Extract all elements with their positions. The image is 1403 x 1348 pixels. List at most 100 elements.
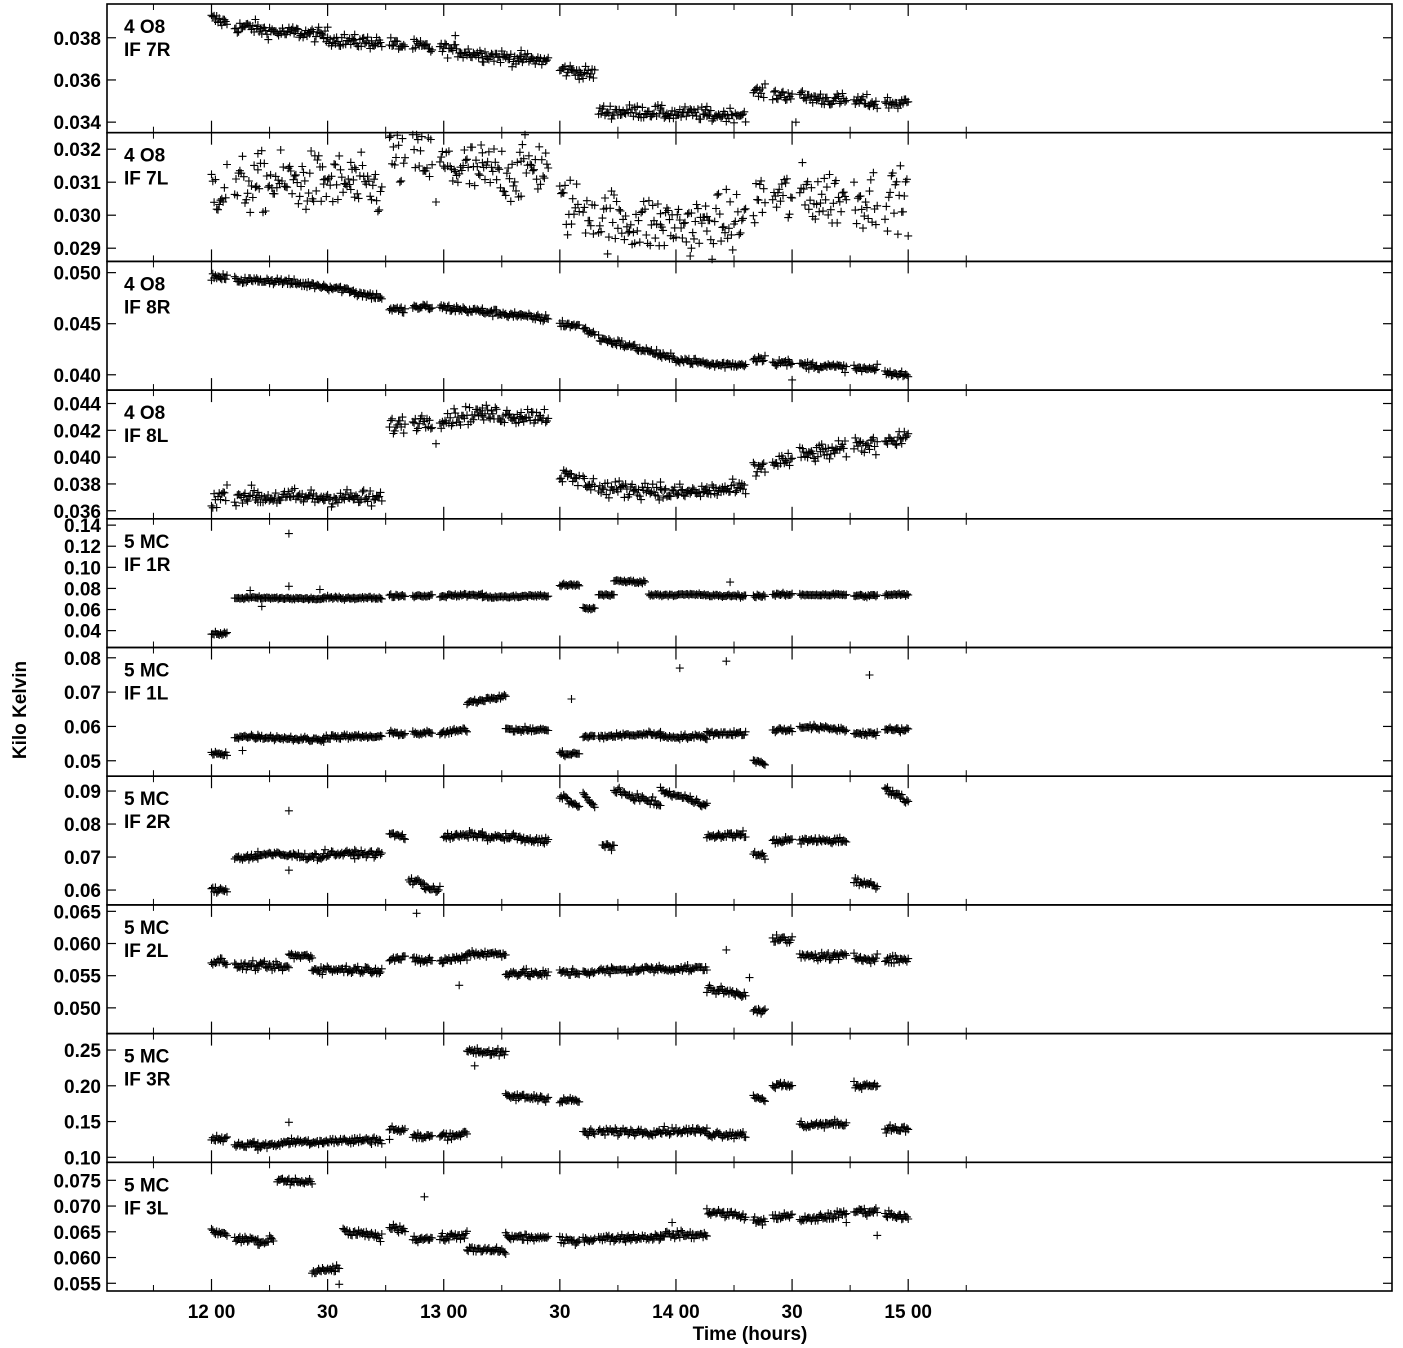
- y-tick-label: 0.10: [64, 1148, 101, 1169]
- data-points: [207, 909, 913, 1018]
- y-tick-label: 0.060: [53, 935, 101, 956]
- x-axis: 12 00 30 13 00 30 14 00 30 15 00: [188, 1302, 932, 1323]
- y-tick-label: 0.036: [53, 502, 101, 523]
- panel-label-source: 5 MC: [124, 1047, 170, 1068]
- data-points: [207, 401, 913, 512]
- panel-label-source: 5 MC: [124, 1175, 170, 1196]
- y-tick-label: 0.075: [53, 1171, 101, 1192]
- panel-label-source: 5 MC: [124, 789, 170, 810]
- y-tick-label: 0.032: [53, 140, 101, 161]
- panel-label-source: 5 MC: [124, 918, 170, 939]
- x-tick-label: 14 00: [652, 1302, 700, 1323]
- panel-label-if: IF 1R: [124, 555, 171, 576]
- y-tick-label: 0.038: [53, 29, 101, 50]
- panel-frame: [106, 646, 1393, 777]
- panel-label-source: 4 O8: [124, 17, 165, 38]
- y-tick-label: 0.055: [53, 1274, 101, 1295]
- data-points: [207, 130, 913, 264]
- y-tick-label: 0.040: [53, 366, 101, 387]
- y-tick-label: 0.044: [53, 395, 101, 416]
- panel-label-if: IF 3L: [124, 1198, 169, 1219]
- panel-label-if: IF 2R: [124, 812, 171, 833]
- data-points: [207, 269, 913, 384]
- panel-label-source: 5 MC: [124, 661, 170, 682]
- x-tick-label: 30: [549, 1302, 570, 1323]
- y-tick-label: 0.12: [64, 537, 101, 558]
- y-tick-label: 0.031: [53, 173, 101, 194]
- panel-label-if: IF 7L: [124, 169, 169, 190]
- y-tick-label: 0.08: [64, 649, 101, 670]
- y-axis-title: Kilo Kelvin: [10, 661, 31, 759]
- panel-frame: [106, 517, 1393, 649]
- data-points: [207, 783, 913, 897]
- y-tick-label: 0.045: [53, 315, 101, 336]
- y-tick-label: 0.15: [64, 1113, 101, 1134]
- y-tick-label: 0.10: [64, 558, 101, 579]
- panel-label-source: 4 O8: [124, 274, 165, 295]
- y-tick-label: 0.029: [53, 239, 101, 260]
- panel-frame: [106, 1161, 1393, 1292]
- panel-label-source: 4 O8: [124, 146, 165, 167]
- panel-label-if: IF 2L: [124, 941, 169, 962]
- y-tick-label: 0.25: [64, 1041, 101, 1062]
- data-points: [207, 657, 913, 769]
- y-tick-label: 0.08: [64, 815, 101, 836]
- y-tick-label: 0.034: [53, 113, 101, 134]
- x-axis-title: Time (hours): [693, 1324, 808, 1345]
- y-tick-label: 0.038: [53, 475, 101, 496]
- panel-label-if: IF 1L: [124, 684, 169, 705]
- y-tick-label: 0.050: [53, 999, 101, 1020]
- panel-label-if: IF 3R: [124, 1070, 171, 1091]
- x-tick-label: 12 00: [188, 1302, 236, 1323]
- y-tick-label: 0.060: [53, 1249, 101, 1270]
- data-points: [207, 11, 913, 127]
- x-tick-label: 30: [317, 1302, 338, 1323]
- panel-label-if: IF 8L: [124, 426, 169, 447]
- y-tick-label: 0.08: [64, 579, 101, 600]
- y-tick-label: 0.055: [53, 967, 101, 988]
- panel-frame: [106, 3, 1393, 134]
- panel-label-source: 4 O8: [124, 403, 165, 424]
- y-tick-label: 0.09: [64, 782, 101, 803]
- y-tick-label: 0.040: [53, 448, 101, 469]
- y-tick-label: 0.07: [64, 848, 101, 869]
- y-tick-label: 0.14: [64, 516, 101, 537]
- y-tick-label: 0.05: [64, 752, 101, 773]
- y-tick-label: 0.065: [53, 1223, 101, 1244]
- panel-label-if: IF 7R: [124, 40, 171, 61]
- x-tick-label: 13 00: [420, 1302, 468, 1323]
- y-tick-label: 0.036: [53, 71, 101, 92]
- y-tick-label: 0.030: [53, 206, 101, 227]
- panel-frame: [106, 904, 1393, 1035]
- panel-label-source: 5 MC: [124, 532, 170, 553]
- y-tick-label: 0.06: [64, 601, 101, 622]
- x-tick-label: 15 00: [884, 1302, 932, 1323]
- y-tick-label: 0.07: [64, 683, 101, 704]
- y-tick-label: 0.06: [64, 881, 101, 902]
- panel-label-if: IF 8R: [124, 297, 171, 318]
- y-tick-label: 0.042: [53, 421, 101, 442]
- y-tick-label: 0.050: [53, 264, 101, 285]
- y-tick-label: 0.070: [53, 1197, 101, 1218]
- data-points: [207, 529, 913, 639]
- data-points: [207, 1174, 913, 1289]
- y-tick-label: 0.20: [64, 1077, 101, 1098]
- data-points: [207, 1044, 913, 1154]
- y-tick-label: 0.06: [64, 717, 101, 738]
- y-tick-label: 0.065: [53, 902, 101, 923]
- x-tick-label: 30: [782, 1302, 803, 1323]
- panel-frame: [106, 775, 1393, 906]
- y-tick-label: 0.04: [64, 622, 101, 643]
